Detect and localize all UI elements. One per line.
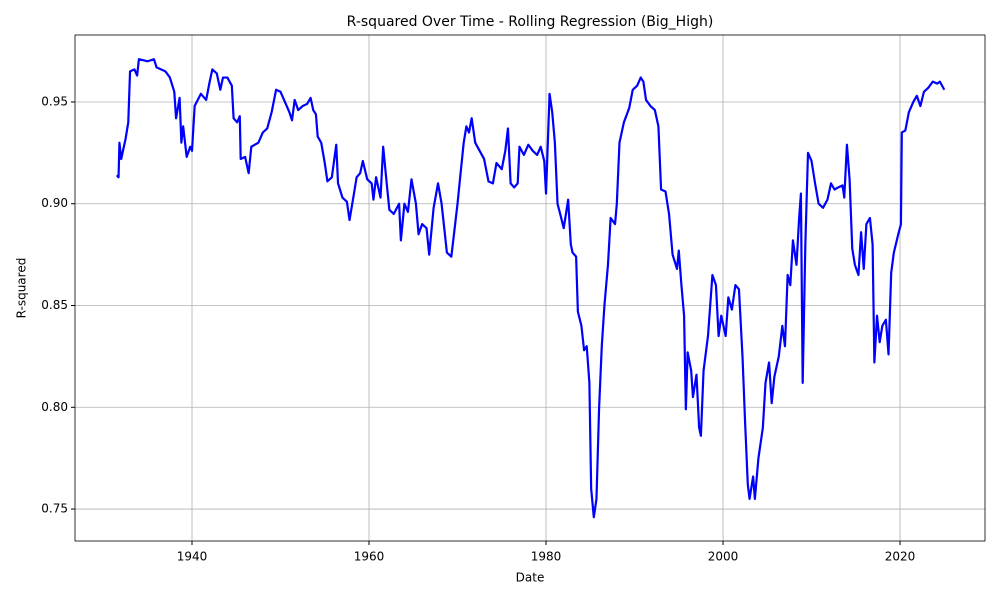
x-tick-label: 1960 bbox=[354, 550, 385, 564]
x-tick-label: 2000 bbox=[708, 550, 739, 564]
line-series bbox=[115, 58, 946, 519]
y-tick-label: 0.85 bbox=[41, 298, 68, 312]
chart-title: R-squared Over Time - Rolling Regression… bbox=[347, 14, 714, 30]
x-tick-label: 1980 bbox=[531, 550, 562, 564]
y-axis-label: R-squared bbox=[15, 258, 29, 319]
y-tick-label: 0.90 bbox=[41, 196, 68, 210]
x-axis-label: Date bbox=[516, 571, 545, 585]
x-tick-label: 1940 bbox=[177, 550, 208, 564]
x-tick-label: 2020 bbox=[885, 550, 916, 564]
y-tick-label: 0.80 bbox=[41, 400, 68, 414]
y-tick-label: 0.75 bbox=[41, 502, 68, 516]
y-tick-label: 0.95 bbox=[41, 94, 68, 108]
plot-frame bbox=[74, 34, 986, 542]
